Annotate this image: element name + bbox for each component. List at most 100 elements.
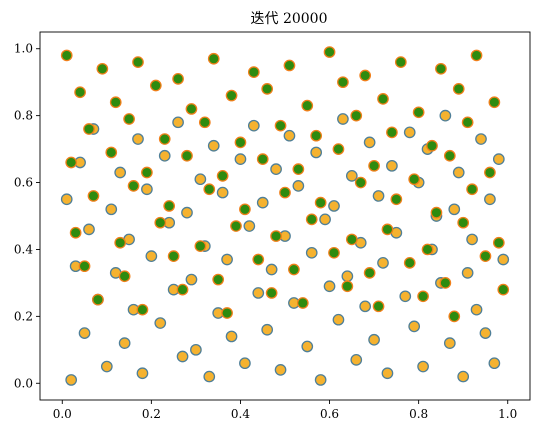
scatter-point — [417, 360, 429, 373]
scatter-point — [163, 200, 176, 212]
scatter-point — [354, 176, 367, 189]
scatter-point — [87, 190, 100, 202]
scatter-point — [426, 139, 438, 152]
x-tick-label: 0.0 — [53, 407, 72, 421]
scatter-point — [386, 159, 398, 172]
scatter-point — [372, 190, 385, 202]
scatter-point — [256, 153, 269, 165]
scatter-point — [310, 129, 323, 142]
scatter-point — [452, 166, 465, 179]
x-tick-label: 0.4 — [231, 407, 250, 421]
scatter-point — [403, 256, 416, 269]
scatter-point — [363, 136, 376, 149]
scatter-point — [136, 303, 149, 316]
scatter-point — [305, 246, 318, 259]
scatter-point — [363, 267, 376, 279]
scatter-point — [439, 109, 452, 122]
scatter-point — [247, 119, 260, 132]
scatter-point — [448, 310, 461, 323]
scatter-point — [252, 287, 265, 299]
scatter-point — [381, 223, 394, 236]
scatter-point — [172, 72, 184, 85]
scatter-point — [443, 149, 456, 162]
scatter-point — [194, 240, 207, 252]
scatter-point — [368, 333, 380, 346]
scatter-point — [421, 243, 434, 256]
scatter-point — [261, 83, 274, 95]
scatter-point — [479, 250, 492, 262]
y-tick-label: 0.2 — [14, 309, 33, 323]
scatter-point — [274, 364, 287, 376]
scatter-point — [225, 89, 238, 102]
y-tick-label: 0.4 — [14, 242, 33, 256]
scatter-point — [274, 119, 287, 132]
series-2 — [60, 46, 510, 323]
scatter-point — [114, 166, 127, 179]
scatter-point — [221, 307, 233, 319]
scatter-point — [100, 360, 113, 373]
axes: 0.0 0.2 0.4 0.6 0.8 1.0 0.0 0.2 0.4 0.6 0.8 1.0 — [14, 31, 531, 421]
scatter-point — [408, 320, 421, 333]
scatter-point — [492, 236, 505, 249]
scatter-point — [337, 76, 349, 89]
scatter-point — [109, 96, 122, 109]
x-tick-label: 0.2 — [142, 407, 161, 421]
y-tick-label: 0.8 — [14, 109, 33, 123]
scatter-point — [430, 206, 443, 219]
scatter-point — [69, 226, 82, 239]
chart-title: 迭代 20000 — [251, 11, 328, 27]
x-tick-label: 0.6 — [320, 407, 339, 421]
scatter-point — [60, 193, 73, 206]
scatter-point — [332, 143, 345, 155]
scatter-point — [207, 52, 220, 65]
scatter-point — [118, 270, 131, 283]
scatter-point — [132, 133, 144, 145]
scatter-point — [292, 163, 305, 176]
scatter-point — [247, 66, 260, 79]
scatter-point — [403, 126, 416, 139]
scatter-point — [105, 146, 118, 159]
scatter-point — [350, 109, 363, 122]
scatter-point — [65, 374, 78, 386]
scatter-point — [497, 253, 510, 266]
scatter-point — [203, 183, 216, 196]
plot-frame — [39, 31, 531, 401]
scatter-point — [149, 79, 162, 92]
scatter-point — [341, 280, 354, 293]
scatter-point — [435, 62, 447, 75]
scatter-point — [283, 59, 296, 72]
scatter-point — [216, 170, 229, 182]
scatter-point — [123, 113, 135, 125]
scatter-point — [252, 253, 265, 266]
scatter-point — [243, 220, 256, 232]
scatter-point — [328, 246, 340, 259]
scatter-point — [310, 146, 323, 159]
scatter-point — [190, 343, 202, 356]
scatter-point — [265, 287, 278, 299]
scatter-point — [492, 153, 505, 165]
scatter-point — [301, 99, 314, 112]
scatter-point — [234, 153, 247, 165]
scatter-point — [65, 156, 78, 169]
scatter-point — [105, 203, 118, 216]
scatter-point — [154, 317, 167, 329]
scatter-point — [408, 173, 421, 186]
scatter-point — [230, 220, 242, 232]
scatter-point — [461, 267, 474, 279]
scatter-point — [457, 370, 470, 383]
y-tick-label: 0.6 — [14, 176, 33, 190]
scatter-point — [158, 149, 171, 162]
scatter-point — [185, 273, 198, 286]
y-tick-label: 1.0 — [14, 42, 33, 56]
scatter-point — [181, 149, 193, 162]
scatter-point — [337, 113, 349, 125]
points-layer — [60, 46, 510, 386]
scatter-point — [141, 166, 153, 179]
scatter-point — [256, 196, 269, 209]
scatter-point — [96, 62, 109, 75]
scatter-point — [185, 103, 198, 115]
scatter-point — [305, 213, 318, 226]
scatter-point — [194, 173, 207, 186]
scatter-point — [466, 183, 478, 196]
scatter-point — [332, 313, 345, 326]
